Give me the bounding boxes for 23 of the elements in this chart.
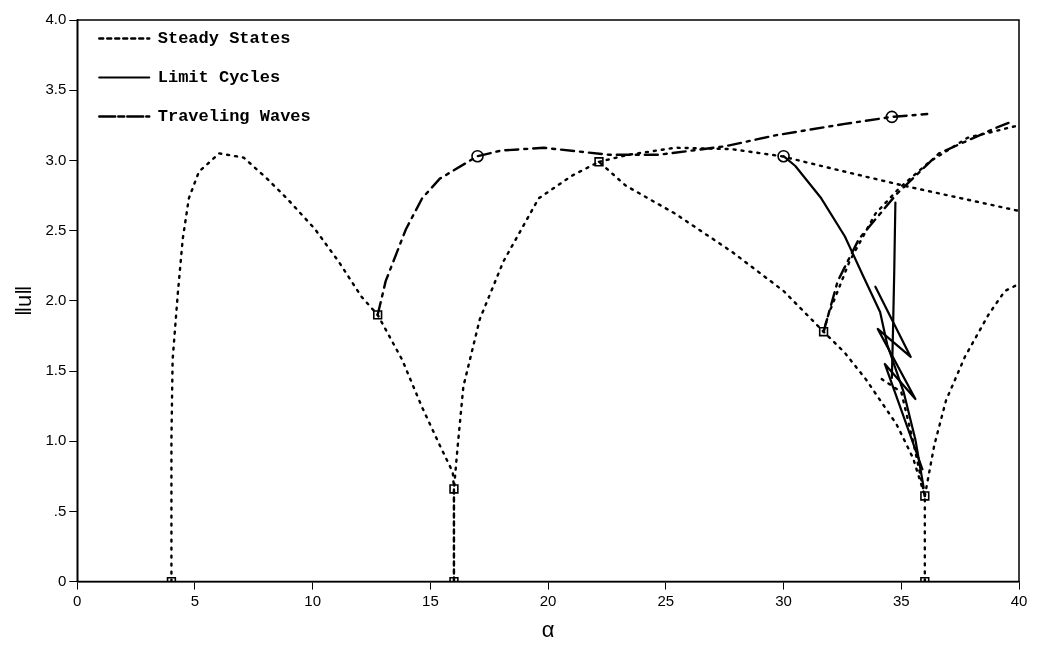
legend-label: Traveling Waves (157, 106, 311, 126)
x-tick-label: 25 (657, 591, 675, 609)
legend-label: Limit Cycles (157, 67, 281, 87)
x-tick-label: 40 (1010, 591, 1028, 609)
x-tick-label: 20 (539, 591, 557, 609)
x-axis-title: α (541, 616, 555, 642)
y-tick-label: 2.5 (45, 220, 67, 238)
legend-label: Steady States (157, 28, 291, 48)
x-tick-label: 15 (422, 591, 439, 609)
x-tick-label: 10 (304, 591, 322, 609)
y-tick-label: .5 (53, 501, 67, 519)
y-tick-label: 3.5 (45, 80, 67, 98)
y-tick-label: 4.0 (45, 10, 67, 28)
x-tick-label: 30 (775, 591, 792, 609)
x-tick-label: 5 (190, 591, 200, 609)
y-axis-title: ‖u‖ (11, 285, 37, 317)
x-tick-label: 35 (892, 591, 910, 609)
y-tick-label: 0 (57, 571, 67, 589)
y-tick-label: 3.0 (45, 150, 67, 168)
y-tick-label: 1.0 (45, 431, 67, 449)
x-tick-label: 0 (73, 591, 82, 609)
y-tick-label: 1.5 (45, 361, 67, 379)
y-tick-label: 2.0 (45, 290, 67, 308)
